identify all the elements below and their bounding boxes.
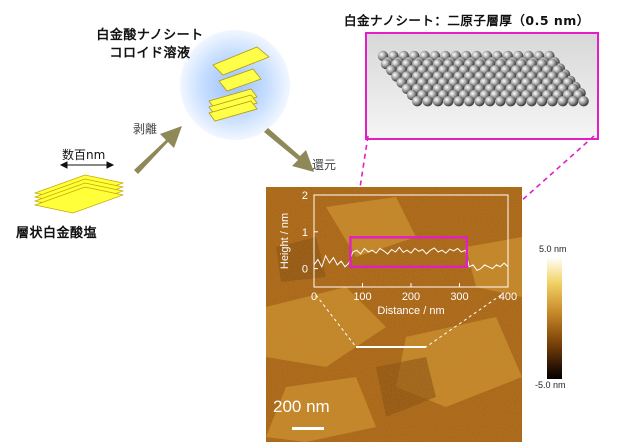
colorbar-max-label: 5.0 nm bbox=[539, 244, 567, 254]
y-tick-label: 2 bbox=[302, 190, 308, 202]
reduction-arrow bbox=[264, 128, 314, 172]
x-tick-label: 100 bbox=[353, 291, 371, 303]
height-profile-line bbox=[313, 246, 509, 272]
exfoliation-label: 剥離 bbox=[133, 122, 158, 136]
y-tick-label: 0 bbox=[302, 264, 308, 276]
platinum-atom bbox=[464, 96, 475, 107]
scale-bar-label: 200 nm bbox=[273, 397, 330, 416]
platinum-atom bbox=[422, 96, 433, 107]
platinum-atom bbox=[484, 96, 496, 107]
colloid-title-line2: コロイド溶液 bbox=[109, 46, 191, 61]
platinum-atom bbox=[432, 96, 444, 107]
platinum-atom bbox=[505, 96, 516, 107]
x-tick-label: 400 bbox=[499, 291, 517, 303]
atomic-model-frame bbox=[365, 32, 599, 140]
nanosheet-highlight-box bbox=[349, 236, 468, 268]
nanosheet-caption: 白金ナノシート：二原子層厚（0.5 nm） bbox=[344, 13, 590, 28]
platinum-atom bbox=[578, 96, 589, 107]
layered-platinate-illustration bbox=[33, 161, 125, 214]
platinum-atom bbox=[443, 96, 454, 107]
afm-image: 0 100 200 300 400 0 1 2 Distance / nm Height / nm… bbox=[266, 187, 522, 442]
platinum-atom bbox=[526, 96, 537, 107]
platinum-atom bbox=[453, 96, 464, 107]
platinum-atom bbox=[474, 96, 485, 107]
y-axis-label: Height / nm bbox=[279, 213, 291, 269]
colorbar-min-label: -5.0 nm bbox=[535, 380, 566, 390]
layered-salt-label: 層状白金酸塩 bbox=[16, 226, 98, 241]
platinum-atom bbox=[547, 96, 558, 107]
x-tick-label: 200 bbox=[402, 291, 420, 303]
height-colorbar bbox=[547, 257, 562, 379]
afm-topography: 0 100 200 300 400 0 1 2 Distance / nm Height / nm bbox=[266, 187, 522, 442]
platinum-atom bbox=[536, 96, 548, 107]
y-tick-label: 1 bbox=[302, 227, 308, 239]
platinum-atom bbox=[557, 96, 568, 107]
platinum-atom bbox=[495, 96, 506, 107]
scale-bar bbox=[292, 427, 324, 430]
floating-nanosheets-illustration bbox=[208, 46, 270, 122]
x-tick-label: 300 bbox=[450, 291, 468, 303]
colloid-title-line1: 白金酸ナノシート bbox=[96, 28, 204, 43]
x-axis-label: Distance / nm bbox=[377, 305, 444, 317]
platinum-atom bbox=[412, 96, 423, 107]
atomic-bilayer-model bbox=[377, 50, 589, 107]
x-tick-label: 0 bbox=[311, 291, 317, 303]
size-label: 数百nm bbox=[62, 148, 106, 162]
platinum-atom bbox=[568, 96, 579, 107]
exfoliation-arrow bbox=[134, 126, 182, 174]
reduction-label: 還元 bbox=[312, 158, 337, 172]
platinum-atom bbox=[516, 96, 527, 107]
